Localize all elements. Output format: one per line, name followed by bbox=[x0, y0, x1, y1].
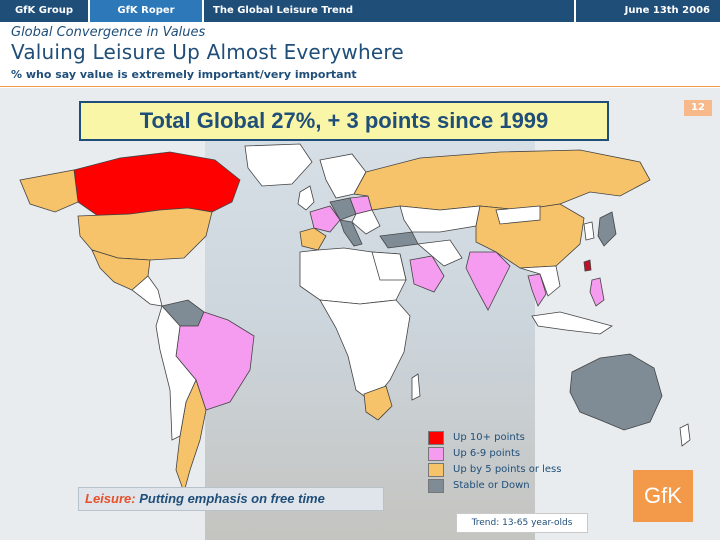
global-summary-banner: Total Global 27%, + 3 points since 1999 bbox=[79, 101, 609, 141]
page-title: Valuing Leisure Up Almost Everywhere bbox=[11, 40, 404, 64]
country-usa bbox=[77, 207, 213, 261]
slide-content: 12 Total Global 27%, + 3 points since 19… bbox=[0, 88, 720, 540]
legend-label: Stable or Down bbox=[453, 480, 530, 491]
country-philippines bbox=[589, 277, 605, 307]
legend-label: Up by 5 points or less bbox=[453, 464, 562, 475]
country-turkey bbox=[379, 231, 419, 249]
tab-gfk-group[interactable]: GfK Group bbox=[0, 0, 90, 22]
tab-global-leisure-trend[interactable]: The Global Leisure Trend bbox=[204, 0, 576, 22]
country-new-zealand bbox=[679, 423, 691, 447]
leisure-definition: Leisure: Putting emphasis on free time bbox=[78, 487, 384, 511]
measure-caption: % who say value is extremely important/v… bbox=[11, 68, 357, 81]
country-central-america bbox=[131, 275, 163, 307]
country-korea bbox=[583, 221, 595, 241]
country-india bbox=[465, 251, 511, 311]
country-egypt bbox=[371, 251, 407, 281]
page-number: 12 bbox=[684, 100, 712, 116]
map-legend: Up 10+ points Up 6-9 points Up by 5 poin… bbox=[428, 430, 561, 494]
legend-item: Up 10+ points bbox=[428, 430, 561, 445]
country-iran bbox=[417, 239, 463, 267]
country-russia bbox=[353, 149, 651, 211]
country-australia bbox=[569, 353, 663, 431]
country-madagascar bbox=[411, 373, 421, 401]
country-indochina bbox=[519, 265, 561, 297]
country-alaska bbox=[19, 169, 79, 213]
country-central-africa bbox=[319, 299, 411, 403]
country-mongolia bbox=[495, 205, 541, 225]
country-greenland bbox=[244, 143, 313, 187]
country-italy bbox=[339, 219, 363, 247]
tab-date: June 13th 2006 bbox=[576, 0, 720, 22]
legend-item: Up 6-9 points bbox=[428, 446, 561, 461]
country-taiwan bbox=[583, 259, 592, 272]
country-uk bbox=[297, 185, 315, 211]
legend-swatch-up-6-9 bbox=[428, 446, 444, 461]
legend-label: Up 10+ points bbox=[453, 432, 525, 443]
legend-item: Stable or Down bbox=[428, 478, 561, 493]
trend-note: Trend: 13-65 year-olds bbox=[456, 513, 588, 533]
header-divider bbox=[0, 86, 720, 87]
section-subtitle: Global Convergence in Values bbox=[11, 25, 206, 40]
country-france bbox=[309, 205, 341, 233]
country-thailand bbox=[527, 273, 547, 307]
country-indonesia bbox=[531, 311, 613, 335]
legend-swatch-stable bbox=[428, 478, 444, 493]
country-eastern-europe bbox=[351, 209, 381, 235]
world-map bbox=[19, 143, 691, 494]
legend-swatch-up-5 bbox=[428, 462, 444, 477]
top-nav-bar: GfK Group GfK Roper The Global Leisure T… bbox=[0, 0, 720, 22]
country-canada bbox=[73, 151, 241, 217]
country-south-africa bbox=[363, 385, 393, 421]
country-andes bbox=[155, 305, 197, 441]
legend-swatch-up-10 bbox=[428, 430, 444, 445]
tab-gfk-roper[interactable]: GfK Roper bbox=[90, 0, 204, 22]
leisure-description: Putting emphasis on free time bbox=[139, 491, 325, 506]
country-saudi-arabia bbox=[409, 255, 445, 293]
country-kazakhstan bbox=[399, 205, 481, 233]
legend-item: Up by 5 points or less bbox=[428, 462, 561, 477]
leisure-term: Leisure: bbox=[85, 491, 136, 506]
country-japan bbox=[597, 211, 617, 247]
legend-label: Up 6-9 points bbox=[453, 448, 521, 459]
gfk-logo: GfK bbox=[633, 470, 693, 522]
country-spain bbox=[299, 227, 327, 251]
